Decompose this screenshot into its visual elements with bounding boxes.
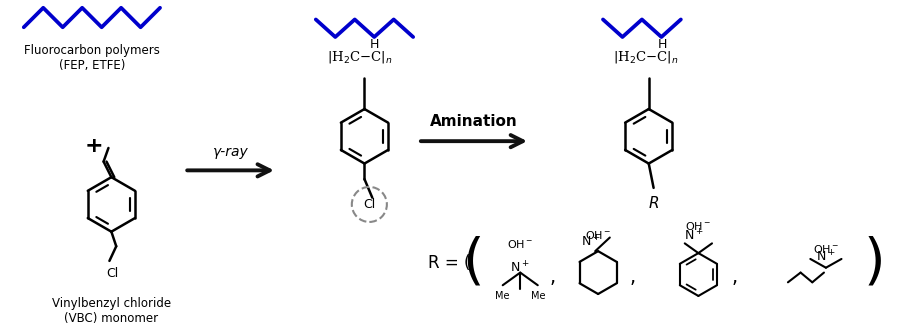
Text: OH$^-$: OH$^-$ [684, 220, 711, 232]
Text: Cl: Cl [363, 198, 375, 211]
Text: Vinylbenzyl chloride
(VBC) monomer: Vinylbenzyl chloride (VBC) monomer [51, 297, 171, 325]
Text: Cl: Cl [107, 267, 118, 280]
Text: H: H [657, 38, 666, 50]
Text: γ-ray: γ-ray [212, 145, 248, 159]
Text: ): ) [862, 236, 884, 290]
Text: (: ( [461, 236, 483, 290]
Text: N$^+$: N$^+$ [815, 249, 834, 265]
Text: H: H [369, 38, 378, 50]
Text: Me: Me [530, 291, 545, 301]
Text: OH$^-$: OH$^-$ [584, 229, 610, 242]
Text: R = (: R = ( [427, 254, 470, 272]
Text: OH$^-$: OH$^-$ [812, 243, 838, 255]
Text: Amination: Amination [430, 115, 517, 129]
Text: ,: , [628, 268, 635, 287]
Text: ,: , [549, 268, 554, 287]
Text: R: R [647, 196, 658, 211]
Text: $|$H$_2$C$-$C$|_n$: $|$H$_2$C$-$C$|_n$ [612, 49, 677, 65]
Text: N$^+$: N$^+$ [580, 234, 600, 249]
Text: Fluorocarbon polymers
(FEP, ETFE): Fluorocarbon polymers (FEP, ETFE) [24, 44, 160, 72]
Text: Me: Me [495, 291, 509, 301]
Text: $|$H$_2$C$-$C$|_n$: $|$H$_2$C$-$C$|_n$ [327, 49, 393, 65]
Text: N$^+$: N$^+$ [683, 228, 703, 243]
Text: +: + [85, 136, 103, 156]
Text: ,: , [731, 268, 737, 287]
Text: OH$^-$: OH$^-$ [507, 238, 533, 250]
Text: N$^+$: N$^+$ [510, 260, 529, 275]
